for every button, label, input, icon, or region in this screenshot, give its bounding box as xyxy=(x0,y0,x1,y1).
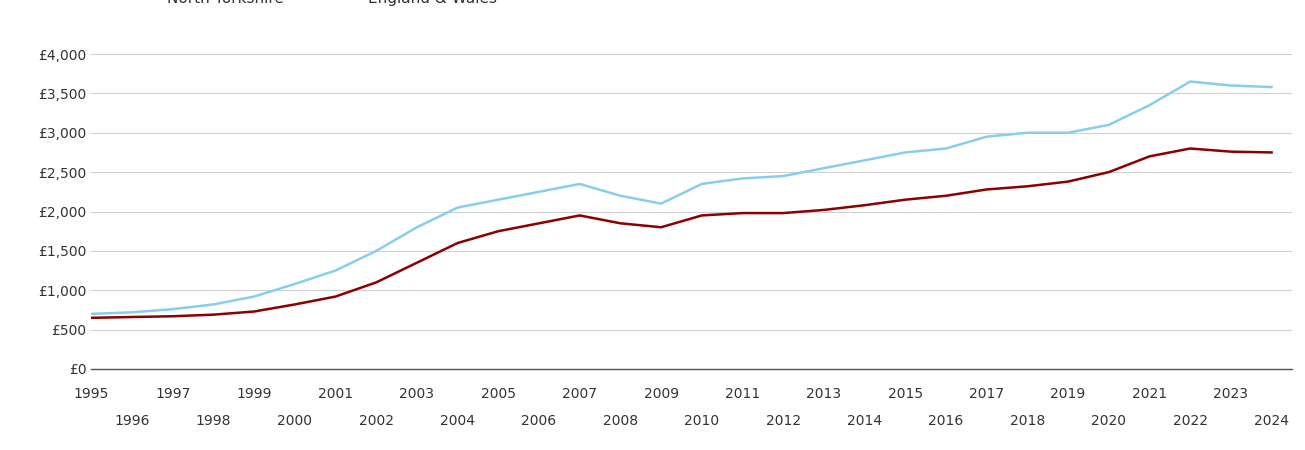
England & Wales xyxy=(1263,84,1279,90)
Line: North Yorkshire: North Yorkshire xyxy=(91,148,1271,318)
Text: 2017: 2017 xyxy=(970,387,1005,401)
Legend: North Yorkshire, England & Wales: North Yorkshire, England & Wales xyxy=(115,0,504,12)
North Yorkshire xyxy=(654,225,669,230)
North Yorkshire xyxy=(735,210,750,216)
England & Wales xyxy=(979,134,994,140)
England & Wales xyxy=(124,310,140,315)
England & Wales xyxy=(938,146,954,151)
England & Wales xyxy=(1101,122,1117,128)
North Yorkshire xyxy=(694,213,710,218)
Text: 2014: 2014 xyxy=(847,414,882,428)
Text: 2011: 2011 xyxy=(724,387,760,401)
Text: 2021: 2021 xyxy=(1131,387,1167,401)
Text: 2009: 2009 xyxy=(643,387,679,401)
England & Wales xyxy=(206,302,222,307)
North Yorkshire xyxy=(775,210,791,216)
Line: England & Wales: England & Wales xyxy=(91,81,1271,314)
Text: 1999: 1999 xyxy=(236,387,271,401)
North Yorkshire xyxy=(1060,179,1075,184)
North Yorkshire xyxy=(857,202,873,208)
England & Wales xyxy=(368,248,384,253)
North Yorkshire xyxy=(368,279,384,285)
North Yorkshire xyxy=(408,260,424,265)
North Yorkshire xyxy=(1182,146,1198,151)
North Yorkshire xyxy=(979,187,994,192)
North Yorkshire xyxy=(1142,154,1158,159)
Text: 1998: 1998 xyxy=(196,414,231,428)
North Yorkshire xyxy=(450,240,466,246)
Text: 2023: 2023 xyxy=(1214,387,1249,401)
Text: 2016: 2016 xyxy=(928,414,963,428)
North Yorkshire xyxy=(206,312,222,317)
England & Wales xyxy=(654,201,669,206)
England & Wales xyxy=(735,176,750,181)
England & Wales xyxy=(491,197,506,202)
Text: 2022: 2022 xyxy=(1173,414,1207,428)
England & Wales xyxy=(612,193,628,198)
Text: 1997: 1997 xyxy=(155,387,191,401)
Text: 2019: 2019 xyxy=(1051,387,1086,401)
England & Wales xyxy=(1019,130,1035,135)
Text: 2003: 2003 xyxy=(399,387,435,401)
North Yorkshire xyxy=(1223,149,1238,154)
North Yorkshire xyxy=(1263,150,1279,155)
England & Wales xyxy=(1142,103,1158,108)
Text: 1995: 1995 xyxy=(73,387,110,401)
North Yorkshire xyxy=(164,314,180,319)
England & Wales xyxy=(1223,83,1238,88)
England & Wales xyxy=(328,268,343,273)
Text: 2020: 2020 xyxy=(1091,414,1126,428)
England & Wales xyxy=(164,306,180,312)
North Yorkshire xyxy=(491,229,506,234)
North Yorkshire xyxy=(247,309,262,314)
North Yorkshire xyxy=(1101,169,1117,175)
North Yorkshire xyxy=(572,213,587,218)
England & Wales xyxy=(531,189,547,194)
North Yorkshire xyxy=(84,315,99,320)
Text: 2018: 2018 xyxy=(1010,414,1045,428)
Text: 2010: 2010 xyxy=(684,414,719,428)
England & Wales xyxy=(694,181,710,187)
Text: 2004: 2004 xyxy=(440,414,475,428)
England & Wales xyxy=(450,205,466,210)
North Yorkshire xyxy=(328,294,343,299)
England & Wales xyxy=(408,225,424,230)
North Yorkshire xyxy=(1019,184,1035,189)
Text: 2008: 2008 xyxy=(603,414,638,428)
North Yorkshire xyxy=(531,220,547,226)
England & Wales xyxy=(816,166,831,171)
England & Wales xyxy=(572,181,587,187)
England & Wales xyxy=(84,311,99,317)
England & Wales xyxy=(1060,130,1075,135)
North Yorkshire xyxy=(816,207,831,212)
Text: 1996: 1996 xyxy=(115,414,150,428)
North Yorkshire xyxy=(898,197,913,202)
Text: 2015: 2015 xyxy=(887,387,923,401)
Text: 2007: 2007 xyxy=(562,387,598,401)
Text: 2012: 2012 xyxy=(766,414,801,428)
England & Wales xyxy=(1182,79,1198,84)
England & Wales xyxy=(287,281,303,287)
Text: 2005: 2005 xyxy=(480,387,515,401)
Text: 2000: 2000 xyxy=(278,414,312,428)
North Yorkshire xyxy=(938,193,954,198)
Text: 2002: 2002 xyxy=(359,414,394,428)
England & Wales xyxy=(775,173,791,179)
England & Wales xyxy=(857,158,873,163)
North Yorkshire xyxy=(612,220,628,226)
Text: 2001: 2001 xyxy=(318,387,354,401)
England & Wales xyxy=(898,150,913,155)
Text: 2006: 2006 xyxy=(522,414,557,428)
Text: 2013: 2013 xyxy=(806,387,842,401)
North Yorkshire xyxy=(124,314,140,319)
Text: 2024: 2024 xyxy=(1254,414,1289,428)
North Yorkshire xyxy=(287,302,303,307)
England & Wales xyxy=(247,294,262,299)
